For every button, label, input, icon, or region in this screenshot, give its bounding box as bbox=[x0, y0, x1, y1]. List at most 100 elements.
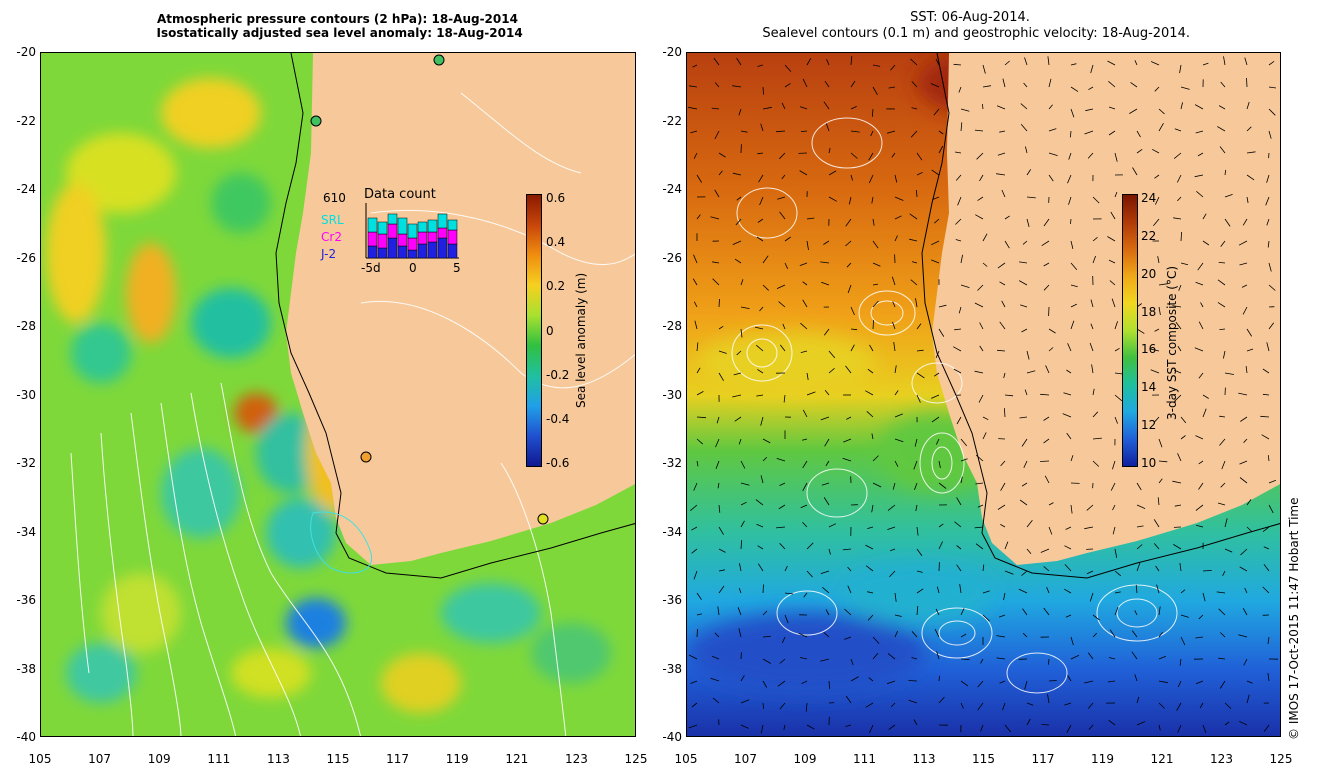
velocity-arrow bbox=[1112, 504, 1116, 511]
velocity-arrow bbox=[734, 258, 742, 264]
velocity-arrow bbox=[1155, 565, 1160, 572]
velocity-arrow bbox=[1266, 218, 1270, 226]
velocity-arrow bbox=[1048, 128, 1057, 132]
velocity-arrow bbox=[1048, 152, 1058, 156]
data-count-bar bbox=[427, 241, 438, 259]
velocity-arrow bbox=[1070, 130, 1072, 138]
velocity-arrow bbox=[1180, 262, 1189, 266]
velocity-arrow bbox=[718, 152, 726, 158]
velocity-arrow bbox=[803, 592, 808, 598]
velocity-arrow bbox=[696, 460, 699, 467]
velocity-arrow bbox=[1179, 64, 1182, 74]
source-cr2-label: Cr2 bbox=[321, 230, 342, 244]
velocity-arrow bbox=[1242, 608, 1248, 616]
velocity-arrow bbox=[1108, 106, 1116, 110]
velocity-arrow bbox=[1221, 460, 1226, 470]
velocity-arrow bbox=[1070, 63, 1077, 66]
left-lon-tick: 123 bbox=[564, 752, 588, 766]
velocity-arrow bbox=[826, 59, 830, 66]
velocity-arrow bbox=[806, 391, 816, 396]
velocity-arrow bbox=[1262, 526, 1270, 533]
velocity-arrow bbox=[825, 460, 830, 467]
velocity-arrow bbox=[956, 416, 962, 425]
velocity-arrow bbox=[1092, 388, 1095, 396]
velocity-arrow bbox=[1195, 524, 1204, 528]
data-count-total: 610 bbox=[323, 191, 346, 205]
velocity-arrow bbox=[982, 564, 985, 572]
velocity-arrow bbox=[799, 106, 808, 110]
velocity-arrow bbox=[845, 365, 852, 374]
velocity-arrow bbox=[1090, 64, 1094, 74]
velocity-arrow bbox=[868, 174, 874, 184]
velocity-arrow bbox=[1070, 218, 1072, 225]
velocity-arrow bbox=[938, 696, 945, 704]
velocity-arrow bbox=[974, 129, 984, 132]
velocity-arrow bbox=[1241, 284, 1248, 288]
velocity-arrow bbox=[1198, 372, 1204, 379]
velocity-arrow bbox=[1195, 680, 1204, 685]
velocity-arrow bbox=[1002, 78, 1006, 88]
data-count-bar bbox=[417, 243, 428, 259]
velocity-arrow bbox=[997, 504, 1006, 510]
velocity-arrow bbox=[825, 609, 830, 616]
left-lon-tick: 113 bbox=[266, 752, 290, 766]
velocity-arrow bbox=[756, 394, 764, 397]
velocity-arrow bbox=[975, 482, 984, 485]
velocity-arrow bbox=[932, 196, 940, 200]
velocity-arrow bbox=[974, 302, 984, 308]
velocity-arrow bbox=[1176, 702, 1182, 711]
velocity-arrow bbox=[890, 64, 896, 71]
velocity-arrow bbox=[1114, 548, 1118, 558]
velocity-arrow bbox=[1246, 328, 1253, 337]
velocity-arrow bbox=[1136, 328, 1145, 334]
velocity-arrow bbox=[888, 86, 896, 89]
velocity-arrow bbox=[736, 350, 742, 356]
velocity-arrow bbox=[1158, 702, 1165, 709]
velocity-arrow bbox=[960, 438, 968, 447]
velocity-arrow bbox=[1154, 328, 1160, 332]
velocity-arrow bbox=[890, 702, 896, 708]
velocity-arrow bbox=[938, 145, 944, 154]
velocity-arrow bbox=[1070, 262, 1078, 271]
velocity-arrow bbox=[916, 605, 919, 616]
velocity-arrow bbox=[1084, 680, 1094, 684]
velocity-arrow bbox=[1246, 196, 1249, 203]
left-lat-tick: -22 bbox=[16, 113, 36, 128]
velocity-arrow bbox=[1153, 218, 1160, 227]
velocity-arrow bbox=[1021, 328, 1028, 333]
velocity-arrow bbox=[846, 262, 852, 268]
velocity-arrow bbox=[1070, 108, 1075, 118]
velocity-arrow bbox=[1240, 548, 1248, 556]
left-lon-tick: 109 bbox=[147, 752, 171, 766]
velocity-arrow bbox=[1114, 321, 1118, 330]
velocity-arrow bbox=[1070, 320, 1075, 330]
velocity-arrow bbox=[1243, 438, 1248, 443]
velocity-arrow bbox=[844, 608, 852, 616]
velocity-arrow bbox=[1114, 191, 1118, 198]
velocity-arrow bbox=[955, 239, 962, 242]
velocity-arrow bbox=[1000, 482, 1006, 491]
velocity-arrow bbox=[865, 702, 874, 708]
velocity-arrow bbox=[1110, 211, 1116, 220]
velocity-arrow bbox=[806, 724, 815, 730]
velocity-arrow bbox=[1263, 724, 1270, 732]
velocity-arrow bbox=[1070, 284, 1078, 288]
velocity-arrow bbox=[1024, 57, 1028, 66]
velocity-arrow bbox=[762, 702, 764, 709]
velocity-arrow bbox=[975, 543, 984, 550]
velocity-arrow bbox=[1246, 348, 1254, 352]
data-count-bar bbox=[367, 217, 378, 233]
velocity-arrow bbox=[1268, 60, 1275, 66]
velocity-arrow bbox=[762, 658, 771, 664]
velocity-arrow bbox=[976, 152, 984, 160]
data-count-bar bbox=[447, 243, 458, 259]
velocity-arrow bbox=[933, 372, 940, 377]
velocity-arrow bbox=[777, 196, 786, 200]
velocity-arrow bbox=[977, 284, 984, 291]
velocity-arrow bbox=[693, 254, 698, 264]
velocity-arrow bbox=[1136, 482, 1142, 491]
velocity-arrow bbox=[740, 130, 748, 133]
velocity-arrow bbox=[935, 350, 940, 359]
velocity-arrow bbox=[718, 526, 724, 535]
velocity-arrow bbox=[1002, 702, 1006, 711]
